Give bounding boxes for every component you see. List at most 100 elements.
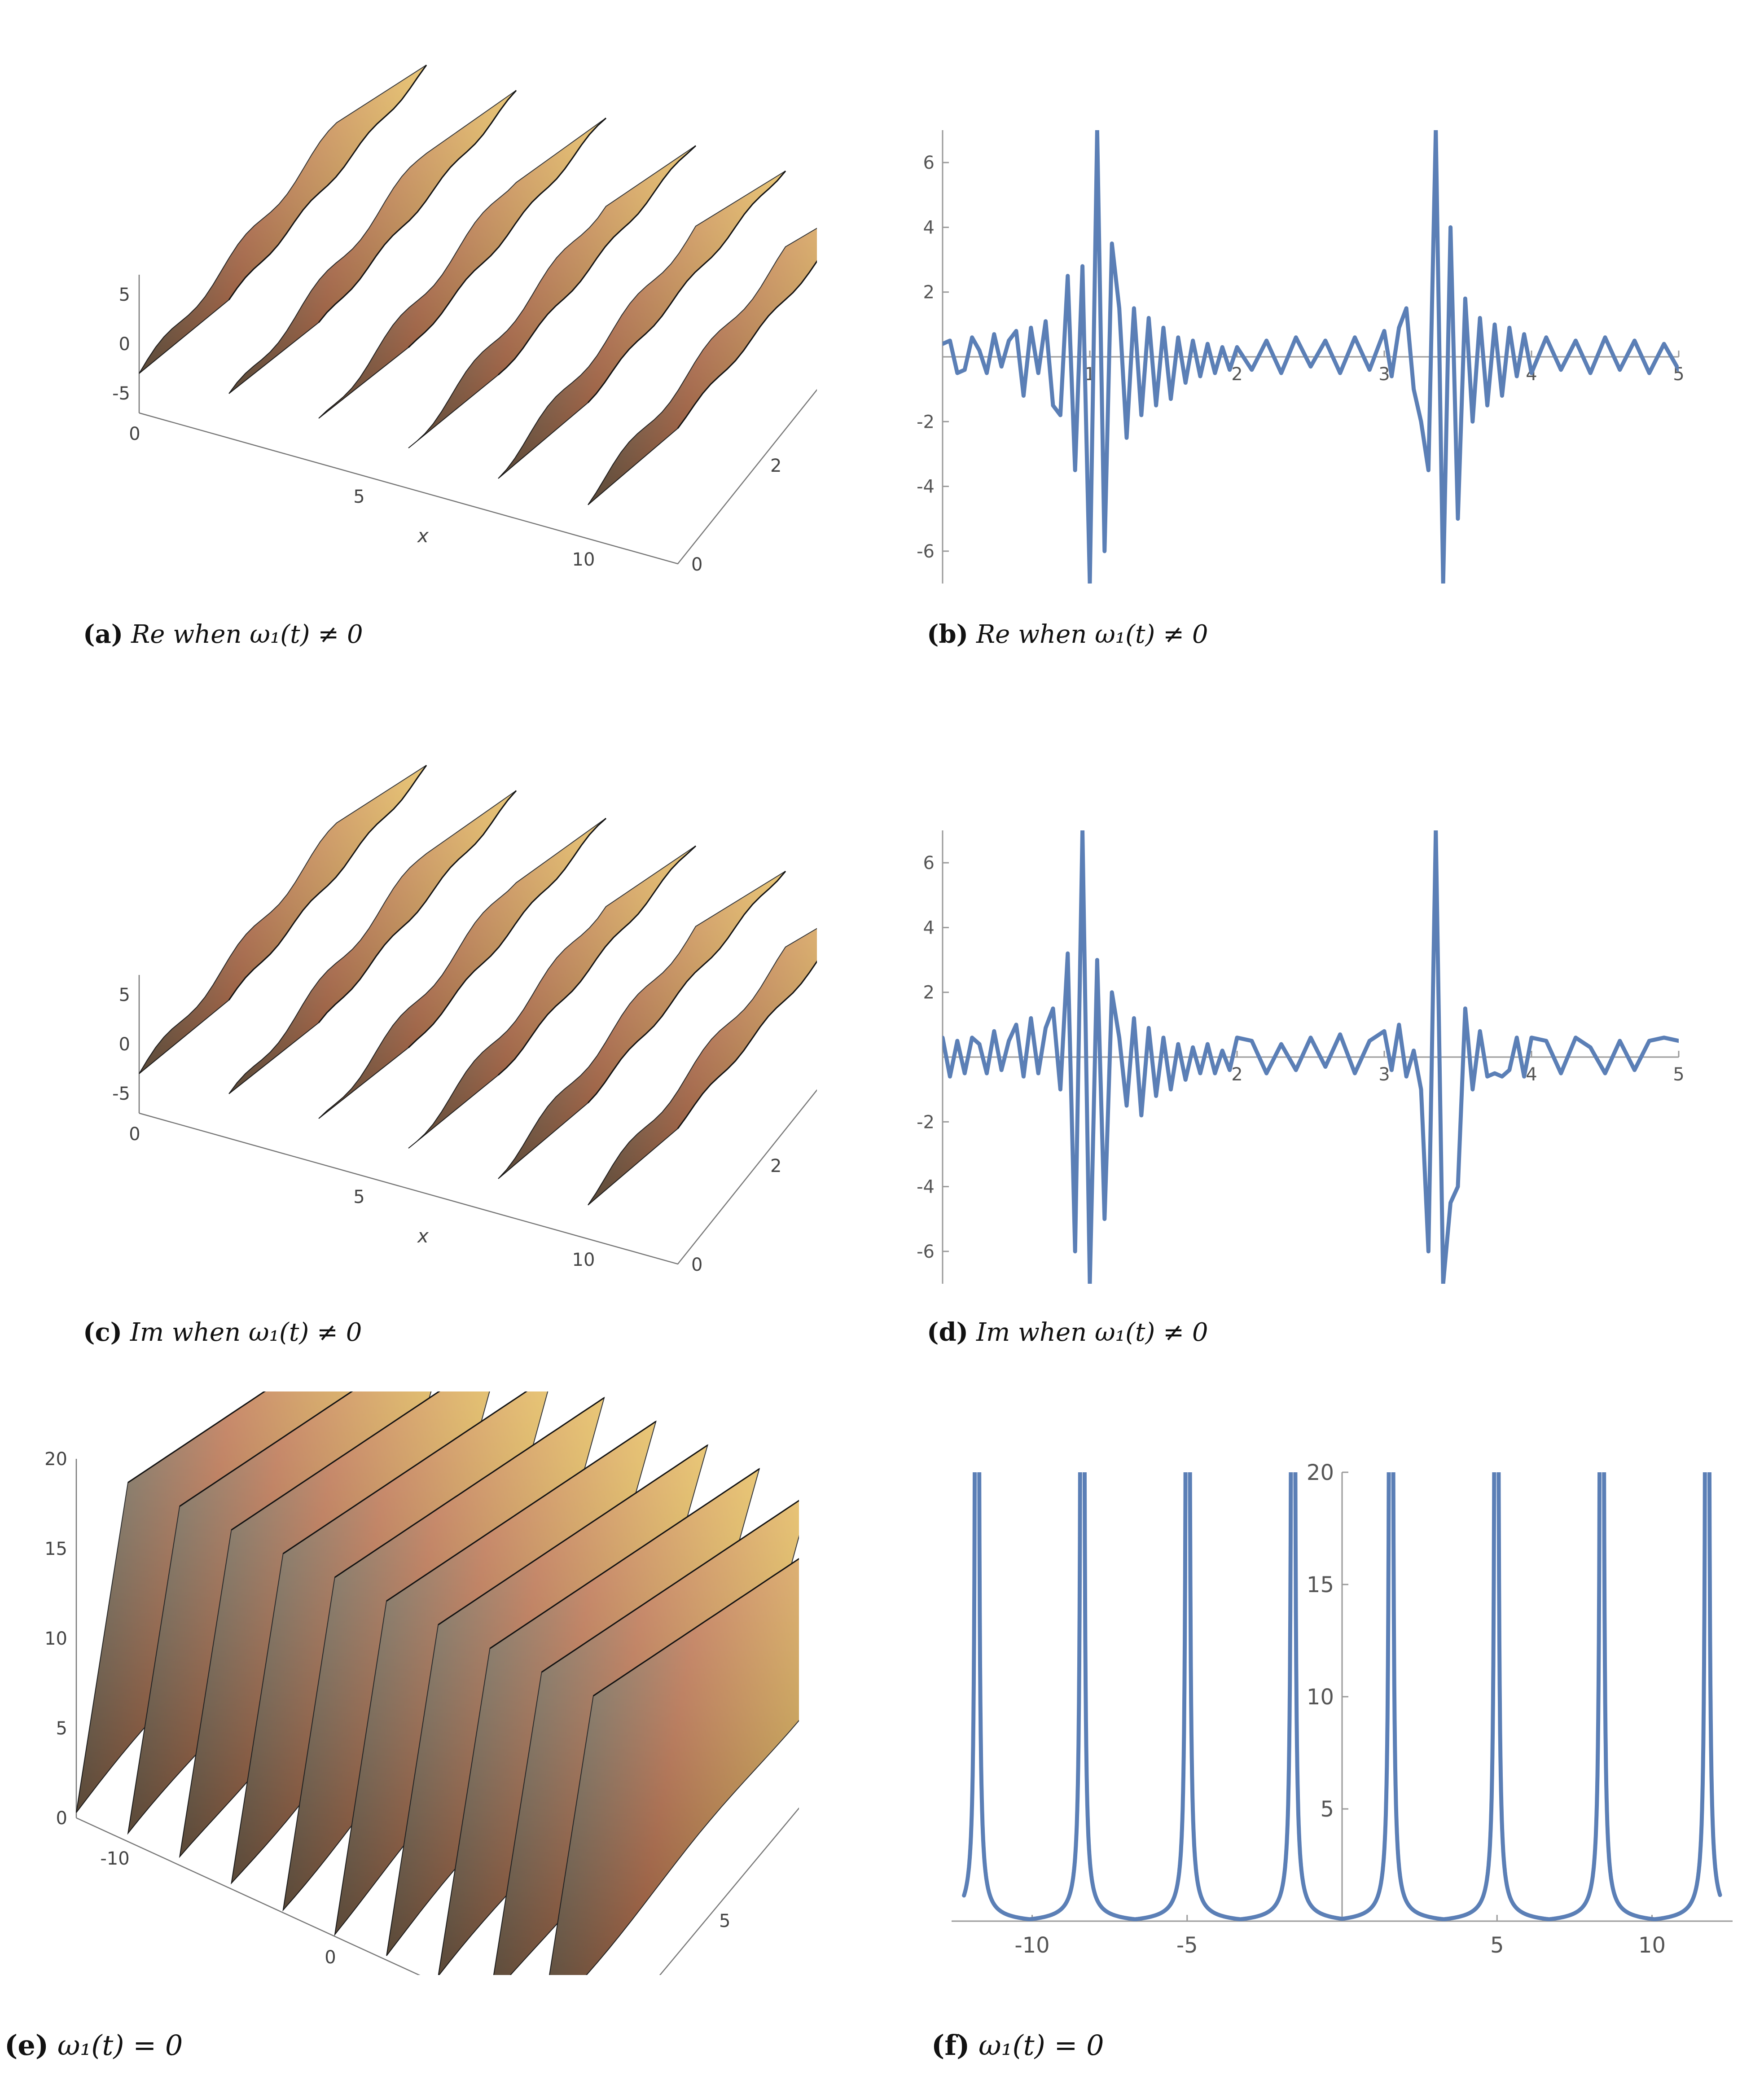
bottom-frame — [139, 1089, 817, 1265]
surface-spike-edge — [386, 1421, 657, 1602]
x-tick-label: 5 — [1673, 1064, 1684, 1085]
caption-f-tag: (f) — [931, 2029, 970, 2062]
x-tick-label: 10 — [572, 549, 595, 570]
y-tick-label: 4 — [923, 917, 935, 938]
t-tick-label: 5 — [719, 1911, 730, 1931]
series-line-1 — [943, 130, 1679, 584]
surface-shading — [319, 818, 606, 1119]
y-tick-label: -6 — [917, 1242, 935, 1262]
series-line-1 — [943, 830, 1679, 1284]
y-tick-label: -6 — [917, 541, 935, 562]
caption-d-text: Im when ω₁(t) ≠ 0 — [968, 1318, 1208, 1347]
surface-shading — [139, 65, 426, 373]
x-tick-label: 10 — [572, 1250, 595, 1270]
z-tick-label: 0 — [119, 1034, 130, 1055]
surface-spike-edge — [231, 1391, 440, 1531]
caption-c-text: Im when ω₁(t) ≠ 0 — [122, 1318, 362, 1347]
z-tick-label: 20 — [44, 1449, 67, 1470]
x-tick-label: 3 — [1378, 1064, 1390, 1085]
surface-spike-edge — [497, 145, 697, 376]
z-tick-label: 0 — [119, 334, 130, 355]
surface-shading — [229, 790, 516, 1094]
surface-shading — [229, 90, 516, 394]
z-tick-label: -5 — [112, 1084, 130, 1104]
x-tick-label: -10 — [1014, 1933, 1049, 1958]
caption-c-tag: (c) — [83, 1317, 123, 1347]
y-tick-label: 10 — [1307, 1685, 1334, 1710]
z-tick-label: 5 — [119, 985, 130, 1005]
surface-spike-edge — [127, 1391, 266, 1483]
surface-shading — [549, 1558, 799, 1975]
y-tick-label: 2 — [923, 282, 935, 303]
y-tick-label: 5 — [1320, 1797, 1334, 1822]
surface-spike-edge — [408, 117, 607, 348]
x-axis-label: x — [417, 525, 429, 547]
x-tick-label: 5 — [1490, 1933, 1504, 1958]
surface-spike-edge — [497, 845, 697, 1076]
surface-spike-edge — [282, 1391, 528, 1554]
caption-b-text: Re when ω₁(t) ≠ 0 — [968, 620, 1208, 649]
surface-spike-edge — [587, 171, 786, 404]
series-line-1 — [962, 1472, 1722, 1921]
y-tick-label: -2 — [917, 412, 935, 432]
x-tick-label: 0 — [129, 1124, 140, 1145]
surface-spike-edge — [587, 871, 786, 1104]
caption-a-tag: (a) — [83, 619, 123, 649]
y-tick-label: -4 — [917, 477, 935, 497]
panel-e-surface: -10010051020151050xt — [9, 1391, 799, 1975]
x-tick-label: 2 — [1231, 364, 1242, 385]
surface-spike-edge — [489, 1468, 760, 1649]
caption-e-tag: (e) — [4, 2029, 49, 2062]
x-axis-label: x — [417, 1225, 429, 1247]
caption-a-text: Re when ω₁(t) ≠ 0 — [123, 620, 363, 649]
surface-shading — [319, 118, 606, 419]
x-tick-label: 3 — [1378, 364, 1390, 385]
x-tick-label: -10 — [100, 1848, 129, 1869]
surface-spike-edge — [677, 260, 817, 429]
caption-f: (f) ω₁(t) = 0 — [931, 2029, 1104, 2062]
panel-d-line: 2 3 4 5 6 4 2 -2 -4 -6 — [916, 817, 1724, 1302]
surface-spike-edge — [318, 790, 517, 1023]
z-tick-label: 10 — [44, 1628, 67, 1649]
panel-c-surface: 051002450-5xt — [81, 709, 817, 1293]
caption-b-tag: (b) — [927, 619, 969, 649]
x-tick-label: 0 — [325, 1947, 336, 1968]
y-tick-label: 6 — [923, 153, 935, 173]
y-tick-label: -2 — [917, 1112, 935, 1132]
x-tick-label: 5 — [353, 1187, 364, 1207]
surface-shading — [498, 171, 785, 478]
surface-plot-a: 051002450-5xt — [112, 65, 817, 575]
x-tick-label: -5 — [1176, 1933, 1198, 1958]
surface-spike-edge — [677, 960, 817, 1129]
surface-shading — [408, 846, 696, 1149]
surface-spike-edge — [593, 1558, 799, 1697]
caption-f-text: ω₁(t) = 0 — [970, 2029, 1104, 2062]
panel-f-line: -10 -5 5 10 20 15 10 5 — [911, 1459, 1746, 1988]
t-tick-label: 0 — [691, 1255, 702, 1275]
surface-shading — [408, 145, 696, 448]
z-tick-label: 5 — [56, 1718, 67, 1739]
surface-plot-e: -10010051020151050xt — [44, 1391, 799, 1975]
z-tick-label: 5 — [119, 285, 130, 305]
t-tick-label: 2 — [770, 456, 781, 476]
bottom-frame — [139, 389, 817, 565]
z-tick-label: 0 — [56, 1808, 67, 1829]
surface-spike-edge — [228, 65, 427, 300]
y-tick-label: 20 — [1307, 1460, 1334, 1485]
caption-b: (b) Re when ω₁(t) ≠ 0 — [927, 619, 1208, 649]
y-tick-label: 6 — [923, 853, 935, 873]
panel-a-surface: 051002450-5xt — [81, 9, 817, 593]
x-axis-label: x — [343, 1973, 355, 1975]
y-tick-label: 2 — [923, 983, 935, 1003]
y-tick-label: 4 — [923, 217, 935, 238]
panel-b-line: 1 2 3 4 5 6 4 2 -2 -4 -6 — [916, 117, 1724, 601]
surface-spike-edge — [228, 765, 427, 1001]
z-tick-label: -5 — [112, 383, 130, 404]
surface-shading — [139, 765, 426, 1074]
surface-spike-edge — [179, 1391, 353, 1507]
surface-spike-edge — [541, 1500, 799, 1673]
caption-a: (a) Re when ω₁(t) ≠ 0 — [83, 619, 363, 649]
bottom-frame — [76, 1807, 799, 1975]
